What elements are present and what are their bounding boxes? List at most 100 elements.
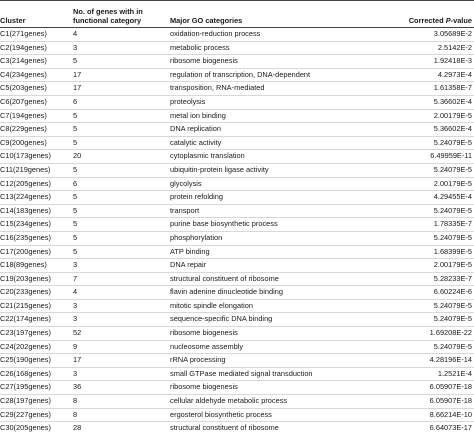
go-category-cell: proteolysis [165, 95, 358, 110]
go-category-cell: ribosome biogenesis [165, 54, 358, 69]
go-category-cell: oxidation-reduction process [165, 27, 358, 42]
table-row: C9(200genes) 5 catalytic activity 5.24079E-… [0, 136, 474, 151]
gene-count-cell: 3 [68, 367, 165, 382]
cluster-cell: C1(271genes) [0, 27, 68, 42]
pvalue-header: Corrected P-value [358, 0, 474, 28]
table-row: C29(227genes) 8 ergosterol biosynthetic pr… [0, 408, 474, 423]
gene-count-cell: 3 [68, 299, 165, 314]
pvalue-header-italic: P [445, 15, 451, 25]
table-row: C24(202genes) 9 nucleosome assembly 5.24079… [0, 340, 474, 355]
pvalue-cell: 2.00179E-5 [358, 177, 474, 192]
gene-count-cell: 6 [68, 95, 165, 110]
cluster-cell: C8(229genes) [0, 122, 68, 137]
cluster-cell: C24(202genes) [0, 340, 68, 355]
gene-count-cell: 20 [68, 149, 165, 164]
pvalue-cell: 4.2973E-4 [358, 68, 474, 83]
cluster-cell: C27(195genes) [0, 380, 68, 396]
cluster-cell: C17(200genes) [0, 245, 68, 260]
gene-count-cell: 36 [68, 380, 165, 396]
go-category-cell: ubiquitin-protein ligase activity [165, 163, 358, 178]
table-row: C26(168genes) 3 small GTPase mediated sign… [0, 367, 474, 382]
gene-count-cell: 5 [68, 204, 165, 219]
pvalue-cell: 8.66214E-10 [358, 408, 474, 423]
cluster-cell: C14(183genes) [0, 204, 68, 219]
cluster-cell: C3(214genes) [0, 54, 68, 69]
go-category-cell: ribosome biogenesis [165, 380, 358, 396]
gene-count-cell: 5 [68, 190, 165, 205]
pvalue-cell: 6.05907E-18 [358, 380, 474, 396]
gene-count-cell: 4 [68, 27, 165, 42]
table-row: C12(205genes) 6 glycolysis 2.00179E-5 [0, 177, 474, 192]
go-category-cell: DNA repair [165, 258, 358, 273]
cluster-cell: C9(200genes) [0, 136, 68, 151]
pvalue-cell: 1.69208E-22 [358, 326, 474, 341]
pvalue-cell: 6.64073E-17 [429, 423, 472, 433]
cluster-cell: C16(235genes) [0, 231, 68, 246]
gene-count-cell: 28 [73, 423, 82, 433]
gene-count-cell: 17 [68, 68, 165, 83]
table-row: C25(190genes) 17 rRNA processing 4.28196E-1… [0, 353, 474, 368]
pvalue-cell: 2.5142E-2 [358, 41, 474, 56]
table-row: C13(224genes) 5 protein refolding 4.29455E-… [0, 190, 474, 205]
go-category-cell: regulation of transcription, DNA-depende… [165, 68, 358, 83]
go-category-cell: structural constituent of ribosome [165, 272, 358, 287]
table-row: C11(219genes) 5 ubiquitin-protein ligase a… [0, 163, 474, 178]
table-body: C1(271genes) 4 oxidation-reduction process… [0, 27, 474, 435]
gene-count-cell: 17 [68, 353, 165, 368]
table-row: C16(235genes) 5 phosphorylation 5.24079E-5 [0, 231, 474, 246]
gene-count-cell: 5 [68, 109, 165, 124]
pvalue-cell: 6.49959E-11 [358, 149, 474, 164]
gene-count-cell: 5 [68, 231, 165, 246]
go-category-cell: phosphorylation [165, 231, 358, 246]
pvalue-cell: 5.24079E-5 [358, 340, 474, 355]
go-category-cell: cytoplasmic translation [165, 149, 358, 164]
cluster-cell: C20(233genes) [0, 285, 68, 300]
pvalue-cell: 1.78335E-7 [358, 217, 474, 232]
table-row: C6(207genes) 6 proteolysis 5.36602E-4 [0, 95, 474, 110]
gene-count-cell: 7 [68, 272, 165, 287]
gene-count-cell: 3 [68, 41, 165, 56]
cluster-cell: C29(227genes) [0, 408, 68, 423]
table-row: C17(200genes) 5 ATP binding 1.68399E-5 [0, 245, 474, 260]
gene-count-cell: 3 [68, 312, 165, 328]
cluster-cell: C12(205genes) [0, 177, 68, 192]
go-category-cell: DNA replication [165, 122, 358, 137]
cluster-cell: C18(89genes) [0, 258, 68, 273]
cluster-cell: C19(203genes) [0, 272, 68, 287]
table-row: C22(174genes) 3 sequence-specific DNA bind… [0, 312, 474, 328]
go-category-cell: rRNA processing [165, 353, 358, 368]
go-category-cell: transport [165, 204, 358, 219]
gene-count-cell: 5 [68, 136, 165, 151]
cluster-cell: C5(203genes) [0, 81, 68, 96]
table-row: C18(89genes) 3 DNA repair 2.00179E-5 [0, 258, 474, 273]
cluster-cell: C30(205genes) [0, 423, 51, 433]
pvalue-cell: 4.28196E-14 [358, 353, 474, 368]
cluster-cell: C13(224genes) [0, 190, 68, 205]
table-row: C7(194genes) 5 metal ion binding 2.00179E-5 [0, 109, 474, 124]
cluster-cell: C21(215genes) [0, 299, 68, 314]
go-category-cell: transposition, RNA-mediated [165, 81, 358, 96]
table-row: C23(197genes) 52 ribosome biogenesis 1.6920… [0, 326, 474, 341]
cluster-cell: C7(194genes) [0, 109, 68, 124]
table-row: C19(203genes) 7 structural constituent of … [0, 272, 474, 287]
go-category-cell: protein refolding [165, 190, 358, 205]
pvalue-cell: 5.36602E-4 [358, 95, 474, 110]
num-genes-header-line2: functional category [73, 15, 142, 25]
table-row: C3(214genes) 5 ribosome biogenesis 1.92418E… [0, 54, 474, 69]
go-categories-header: Major GO categories [165, 0, 358, 28]
gene-count-cell: 17 [68, 81, 165, 96]
num-genes-header-line1: No. of genes with in [73, 7, 143, 16]
gene-count-cell: 4 [68, 285, 165, 300]
cluster-cell: C11(219genes) [0, 163, 68, 178]
go-category-cell: ergosterol biosynthetic process [165, 408, 358, 423]
gene-count-cell: 52 [68, 326, 165, 341]
go-category-cell: metabolic process [165, 41, 358, 56]
cluster-cell: C6(207genes) [0, 95, 68, 110]
go-category-cell: catalytic activity [165, 136, 358, 151]
table-row: C14(183genes) 5 transport 5.24079E-5 [0, 204, 474, 219]
table-row: C5(203genes) 17 transposition, RNA-mediate… [0, 81, 474, 96]
pvalue-header-prefix: Corrected [408, 15, 446, 25]
cluster-cell: C28(197genes) [0, 394, 68, 409]
go-category-cell: purine base biosynthetic process [165, 217, 358, 232]
